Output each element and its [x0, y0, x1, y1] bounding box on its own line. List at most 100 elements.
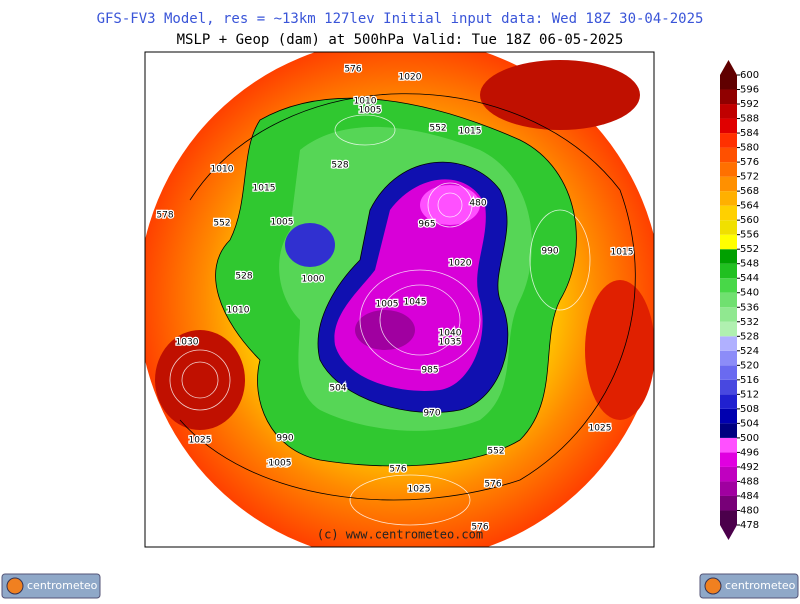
- contour-label: 1010: [211, 165, 234, 175]
- colorbar-label: 492: [740, 462, 759, 473]
- contour-label: 1035: [439, 338, 462, 348]
- title: GFS-FV3 Model, res = ~13km 127lev Initia…: [97, 11, 704, 27]
- colorbar-box: [720, 263, 737, 279]
- colorbar-box: [720, 321, 737, 337]
- contour-label: 1020: [449, 259, 472, 269]
- colorbar-box: [720, 437, 737, 453]
- contour-label: 1015: [459, 127, 482, 137]
- colorbar-box: [720, 133, 737, 148]
- colorbar-label: 478: [740, 520, 759, 531]
- contour-label: 990: [541, 247, 558, 257]
- colorbar-box: [720, 307, 737, 322]
- colorbar-label: 580: [740, 143, 759, 154]
- colorbar-box: [720, 104, 737, 119]
- colorbar-box: [720, 481, 737, 496]
- contour-label: 576: [344, 65, 361, 75]
- colorbar-label: 500: [740, 433, 759, 444]
- colorbar-label: 540: [740, 288, 759, 299]
- contour-label: 1020: [399, 73, 422, 83]
- colorbar-box: [720, 176, 737, 192]
- colorbar-box: [720, 147, 737, 163]
- colorbar-label: 536: [740, 302, 759, 313]
- colorbar-box: [720, 365, 737, 380]
- colorbar-box: [720, 249, 737, 264]
- subtitle: MSLP + Geop (dam) at 500hPa Valid: Tue 1…: [177, 32, 624, 48]
- colorbar-box: [720, 394, 737, 409]
- colorbar-label: 596: [740, 85, 759, 96]
- contour-label: 1015: [611, 248, 634, 258]
- contour-label: 1025: [589, 424, 612, 434]
- contour-label: 1015: [253, 184, 276, 194]
- colorbar-box: [720, 89, 737, 105]
- colorbar-label: 552: [740, 244, 759, 255]
- contour-label: 1045: [404, 298, 427, 308]
- colorbar-label: 512: [740, 389, 759, 400]
- colorbar-box: [720, 278, 737, 293]
- colorbar-label: 508: [740, 404, 759, 415]
- colorbar-label: 496: [740, 447, 759, 458]
- colorbar-box: [720, 466, 737, 482]
- colorbar-label: 504: [740, 418, 759, 429]
- contour-label: 480: [469, 199, 486, 209]
- colorbar-label: 520: [740, 360, 759, 371]
- contour-label: 1005: [271, 218, 294, 228]
- contour-label: 552: [487, 447, 504, 457]
- colorbar-box: [720, 205, 737, 221]
- colorbar-label: 524: [740, 346, 759, 357]
- contour-label: 990: [276, 434, 293, 444]
- contour-label: 578: [156, 211, 173, 221]
- contour-label: 576: [471, 523, 488, 533]
- contour-label: 1010: [227, 306, 250, 316]
- colorbar-label: 480: [740, 505, 759, 516]
- logo-text: centrometeo: [725, 579, 796, 592]
- contour-label: 576: [389, 465, 406, 475]
- contour-label: 504: [329, 384, 346, 394]
- contour-label: 970: [423, 409, 440, 419]
- colorbar-box: [720, 234, 737, 250]
- contour-label: 985: [421, 366, 438, 376]
- colorbar-arrow: [720, 525, 737, 540]
- contour-label: 528: [331, 161, 348, 171]
- colorbar-label: 564: [740, 201, 759, 212]
- contour-label: 1010: [354, 97, 377, 107]
- watermark: (c) www.centrometeo.com: [317, 528, 483, 542]
- colorbar-box: [720, 75, 737, 90]
- colorbar-label: 516: [740, 375, 759, 386]
- contour-label: 1025: [408, 485, 431, 495]
- logo-left: centrometeo: [1, 573, 101, 599]
- contour-label: 1040: [439, 329, 462, 339]
- map-frame: [144, 51, 655, 548]
- contour-label: 576: [484, 480, 501, 490]
- contour-label: 1005: [376, 300, 399, 310]
- colorbar-box: [720, 118, 737, 134]
- contour-label: 1005: [359, 106, 382, 116]
- colorbar-label: 488: [740, 476, 759, 487]
- colorbar-box: [720, 510, 737, 525]
- colorbar-label: 484: [740, 491, 759, 502]
- colorbar-label: 592: [740, 99, 759, 110]
- contour-label: 1005: [267, 460, 290, 470]
- colorbar-label: 560: [740, 215, 759, 226]
- colorbar-box: [720, 379, 737, 395]
- colorbar-label: 544: [740, 273, 759, 284]
- colorbar-box: [720, 408, 737, 424]
- contour-label: 965: [418, 220, 435, 230]
- logo-right: centrometeo: [699, 573, 799, 599]
- colorbar-box: [720, 350, 737, 366]
- colorbar-box: [720, 452, 737, 467]
- contour-label: 528: [235, 272, 252, 282]
- contour-label: 552: [429, 124, 446, 134]
- colorbar-box: [720, 423, 737, 438]
- colorbar-box: [720, 292, 737, 308]
- colorbar-box: [720, 162, 737, 177]
- contour-label: 1030: [176, 338, 199, 348]
- colorbar-label: 548: [740, 259, 759, 270]
- colorbar-label: 576: [740, 157, 759, 168]
- contour-label: 1000: [302, 275, 325, 285]
- colorbar-box: [720, 191, 737, 206]
- contour-label: 552: [213, 219, 230, 229]
- colorbar-label: 572: [740, 172, 759, 183]
- colorbar-label: 532: [740, 317, 759, 328]
